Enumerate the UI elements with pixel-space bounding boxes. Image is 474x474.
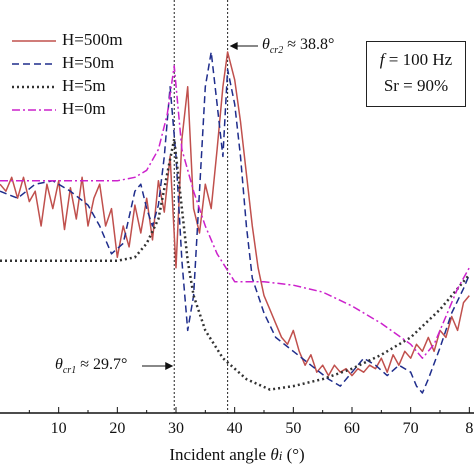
legend-label-1: H=50m — [62, 53, 115, 72]
arrow-cr1-head — [165, 362, 174, 370]
annotation-theta-cr2: θcr2 ≈ 38.8° — [262, 36, 334, 56]
saturation-text: Sr = 90% — [383, 76, 449, 95]
legend-item-0: H=500m — [12, 30, 172, 52]
series-line-2 — [0, 137, 471, 391]
legend-item-1: H=50m — [12, 53, 172, 75]
legend-swatch-2 — [12, 85, 56, 89]
x-ticks: 10 20 30 40 50 60 70 8 — [28, 407, 473, 437]
x-axis-label-symbol: θ — [270, 445, 279, 464]
x-tick-label: 40 — [227, 420, 243, 437]
annotation-arrows — [142, 42, 258, 370]
legend-label-2: H=5m — [62, 76, 106, 95]
legend: H=500m H=50m H=5m H=0m — [12, 30, 172, 140]
parameter-box: f = 100 Hz Sr = 90% — [366, 41, 466, 107]
series-line-0 — [0, 51, 470, 377]
annotation-symbol-cr1: θ — [55, 356, 63, 373]
frequency-variable: f — [379, 50, 385, 69]
legend-label-3: H=0m — [62, 99, 106, 118]
legend-item-2: H=5m — [12, 76, 172, 98]
x-axis-label: Incident angle θi (°) — [0, 445, 474, 465]
frequency-value: = 100 Hz — [384, 50, 453, 69]
annotation-symbol-cr2: θ — [262, 36, 270, 53]
x-tick-label: 10 — [51, 420, 67, 437]
legend-item-3: H=0m — [12, 99, 172, 121]
x-axis-label-text: Incident angle — [169, 445, 271, 464]
x-tick-label: 60 — [344, 420, 360, 437]
x-axis-label-sub: i — [278, 448, 283, 463]
annotation-value-cr2: ≈ 38.8° — [283, 36, 335, 53]
series-line-3 — [0, 65, 470, 359]
legend-swatch-3 — [12, 109, 56, 111]
legend-swatch-0 — [12, 40, 56, 42]
x-tick-label: 70 — [403, 420, 419, 437]
annotation-sub-cr1: cr1 — [62, 365, 77, 377]
legend-swatch-1 — [12, 63, 56, 65]
x-tick-label: 30 — [168, 420, 184, 437]
x-tick-label: 20 — [109, 420, 125, 437]
series-lines — [0, 51, 471, 394]
x-axis-label-unit: (°) — [282, 445, 305, 464]
x-tick-label: 50 — [285, 420, 301, 437]
arrow-cr2-head — [229, 42, 238, 50]
x-tick-label: 8 — [465, 420, 473, 437]
annotation-theta-cr1: θcr1 ≈ 29.7° — [55, 356, 127, 376]
series-line-1 — [0, 51, 470, 394]
annotation-sub-cr2: cr2 — [269, 45, 284, 57]
legend-label-0: H=500m — [62, 30, 123, 49]
frequency-text: f = 100 Hz — [367, 50, 465, 70]
annotation-value-cr1: ≈ 29.7° — [76, 356, 128, 373]
